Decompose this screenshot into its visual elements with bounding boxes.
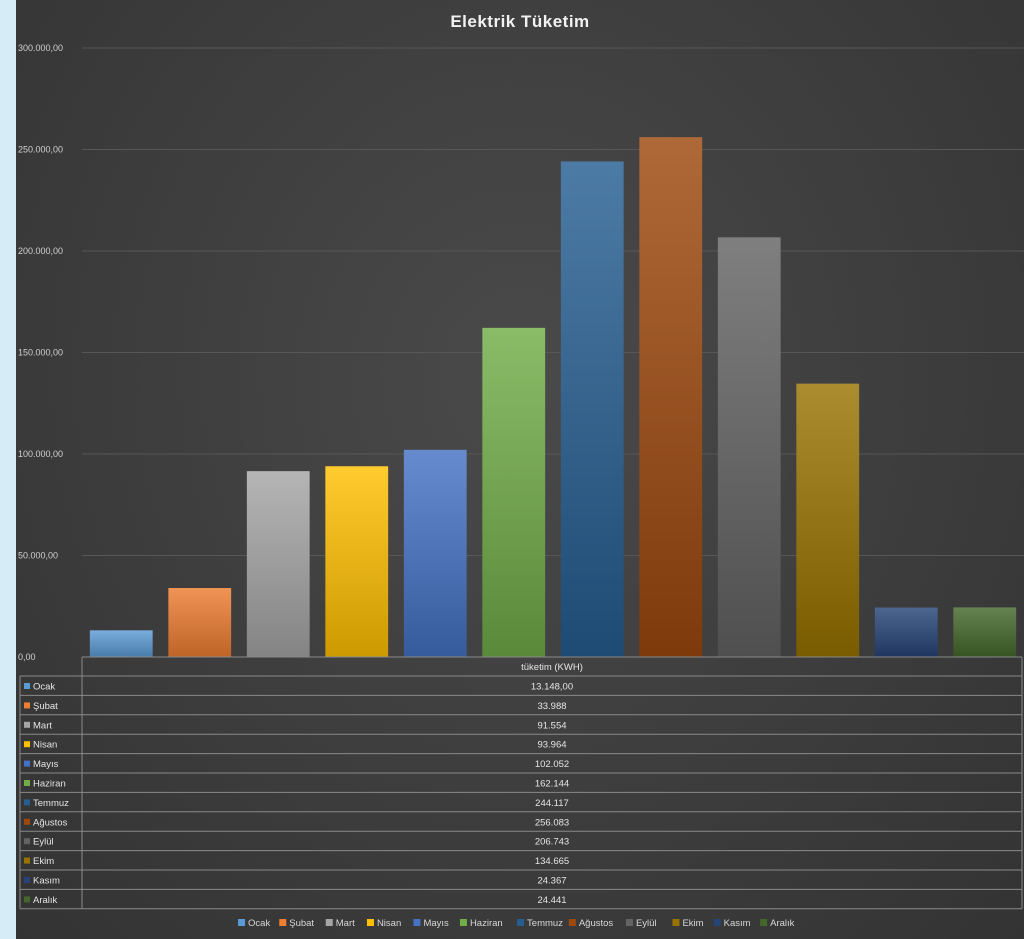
bars <box>89 137 1017 658</box>
y-tick-label: 150.000,00 <box>18 348 63 358</box>
legend-swatch <box>325 919 333 926</box>
table-row-value: 162.144 <box>535 779 569 790</box>
table-row-label: Mart <box>33 720 52 731</box>
legend-swatch <box>238 919 246 926</box>
bar-11 <box>874 607 938 657</box>
table-row-swatch <box>24 838 30 845</box>
bar-7 <box>560 161 624 657</box>
table-row-swatch <box>24 760 30 767</box>
bar-8 <box>639 137 703 658</box>
chart-svg: Elektrik Tüketim 0,00 50.000,00 100.000,00… <box>18 12 1024 929</box>
legend-swatch <box>672 919 680 926</box>
table-row-value: 206.743 <box>535 837 569 848</box>
table-row-value: 24.441 <box>537 895 566 906</box>
table-row-swatch <box>24 857 30 864</box>
table-row-label: Ağustos <box>33 817 68 828</box>
table-row-label: Mayıs <box>33 759 59 770</box>
gridlines <box>82 47 1024 556</box>
table-row-swatch <box>24 741 30 748</box>
chart-area: Elektrik Tüketim 0,00 50.000,00 100.000,00… <box>16 0 1024 939</box>
table-row-value: 24.367 <box>537 876 566 887</box>
table-row-label: Eylül <box>33 837 54 848</box>
legend: Ocak Şubat Mart Nisan Mayıs Haziran Temmuz Ağus… <box>238 918 795 929</box>
legend-swatch <box>366 919 374 926</box>
legend-label: Aralık <box>770 918 795 929</box>
y-axis-ticks: 0,00 50.000,00 100.000,00 150.000,00 200.000… <box>18 43 63 662</box>
legend-swatch <box>568 919 576 926</box>
legend-label: Mart <box>336 918 355 929</box>
y-tick-label: 100.000,00 <box>18 449 63 459</box>
table-header: tüketim (KWH) <box>521 662 583 673</box>
bar-5 <box>403 449 467 657</box>
legend-swatch <box>625 919 633 926</box>
table-row-value: 134.665 <box>535 856 569 867</box>
table-row-label: Şubat <box>33 701 58 712</box>
legend-label: Eylül <box>636 918 657 929</box>
bar-6 <box>482 327 546 657</box>
y-tick-label: 200.000,00 <box>18 246 63 256</box>
legend-label: Kasım <box>724 918 751 929</box>
table-row-value: 91.554 <box>537 720 566 731</box>
table-row-label: Ocak <box>33 682 55 693</box>
table-row-label: Aralık <box>33 895 58 906</box>
table-row-label: Temmuz <box>33 798 69 809</box>
chart-title: Elektrik Tüketim <box>450 12 589 31</box>
table-row-value: 93.964 <box>537 740 566 751</box>
bar-1 <box>89 630 153 657</box>
legend-label: Şubat <box>289 918 314 929</box>
y-tick-label: 300.000,00 <box>18 43 63 53</box>
legend-swatch <box>760 919 768 926</box>
table-row-swatch <box>24 683 30 689</box>
legend-swatch <box>413 919 421 926</box>
legend-swatch <box>279 919 287 926</box>
table-row-value: 244.117 <box>535 798 569 809</box>
bar-9 <box>717 237 781 657</box>
table-row-swatch <box>24 702 30 709</box>
legend-label: Ekim <box>682 918 703 929</box>
data-table: tüketim (KWH) Ocak 13.148,00 Şubat 33.988 Mar… <box>19 656 1023 910</box>
table-row-swatch <box>24 877 30 883</box>
y-tick-label: 250.000,00 <box>18 145 63 155</box>
table-row-value: 256.083 <box>535 817 569 828</box>
y-tick-label: 50.000,00 <box>18 551 58 561</box>
legend-swatch <box>517 919 525 926</box>
legend-label: Mayıs <box>423 918 449 929</box>
table-row-label: Ekim <box>33 856 54 867</box>
bar-2 <box>168 588 232 657</box>
legend-label: Temmuz <box>527 918 563 929</box>
bar-10 <box>796 383 860 657</box>
bar-3 <box>246 471 310 657</box>
table-row-swatch <box>24 780 30 786</box>
table-row-swatch <box>24 818 30 825</box>
legend-label: Nisan <box>377 918 401 929</box>
table-row-swatch <box>24 721 30 728</box>
y-tick-label: 0,00 <box>18 652 36 662</box>
bar-12 <box>953 607 1017 657</box>
legend-swatch <box>459 919 467 926</box>
table-row-value: 102.052 <box>535 759 569 770</box>
bar-4 <box>325 466 389 657</box>
table-row-value: 33.988 <box>537 701 566 712</box>
legend-label: Haziran <box>470 918 503 929</box>
legend-label: Ocak <box>248 918 270 929</box>
legend-label: Ağustos <box>579 918 614 929</box>
table-row-label: Nisan <box>33 740 57 751</box>
table-row-swatch <box>24 896 30 903</box>
table-row-label: Haziran <box>33 779 66 790</box>
table-row-value: 13.148,00 <box>531 682 573 693</box>
table-row-swatch <box>24 799 30 806</box>
legend-swatch <box>713 919 721 926</box>
table-row-label: Kasım <box>33 876 60 887</box>
